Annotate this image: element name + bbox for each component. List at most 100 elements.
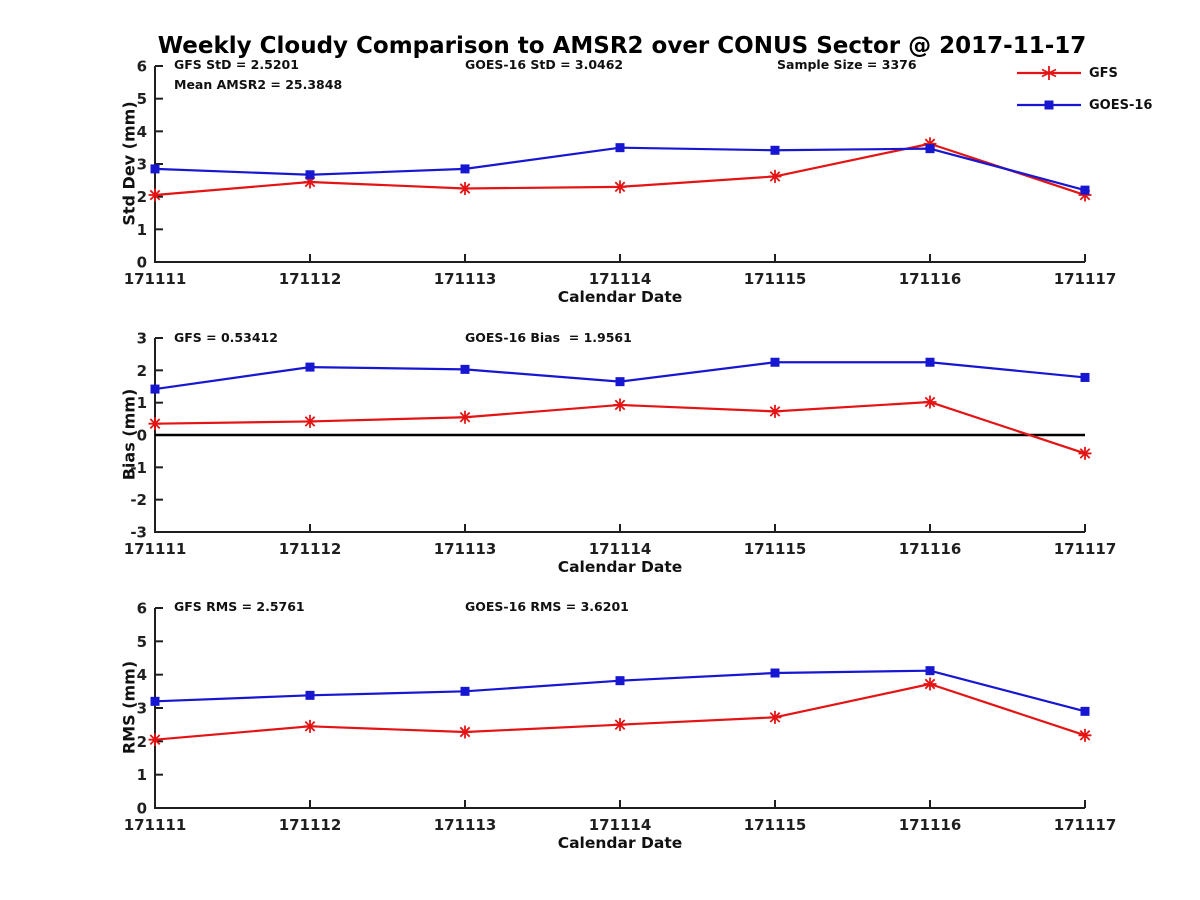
series-line-gfs bbox=[154, 682, 1086, 741]
x-tick-label: 171116 bbox=[899, 270, 962, 288]
subplot-1: -3 -2 -1 0 1 2 3 171111 171112 171113 171114 171115… bbox=[124, 330, 1117, 559]
asterisk-marker bbox=[303, 719, 317, 733]
x-tick-label: 171115 bbox=[744, 270, 807, 288]
y-tick-label: 3 bbox=[137, 330, 147, 348]
y-tick-label: 1 bbox=[137, 766, 147, 784]
square-marker bbox=[460, 686, 470, 696]
x-tick-label: 171111 bbox=[124, 816, 187, 834]
bias-annotation-gfs: GFS = 0.53412 bbox=[174, 330, 278, 345]
stddev-annotation-goes16: GOES-16 StD = 3.0462 bbox=[465, 57, 624, 72]
legend-item-gfs: GFS bbox=[1016, 64, 1152, 82]
y-tick-label: 4 bbox=[137, 123, 147, 141]
x-tick-label: 171112 bbox=[279, 270, 342, 288]
square-marker bbox=[305, 690, 315, 700]
asterisk-marker bbox=[458, 410, 472, 424]
square-marker bbox=[1080, 706, 1090, 716]
rms-annotation-goes16: GOES-16 RMS = 3.6201 bbox=[465, 599, 629, 614]
x-tick-label: 171111 bbox=[124, 270, 187, 288]
x-tick-label: 171113 bbox=[434, 540, 497, 558]
x-tick-label: 171115 bbox=[744, 816, 807, 834]
stddev-annotation-mean-amsr2: Mean AMSR2 = 25.3848 bbox=[174, 77, 343, 92]
square-marker bbox=[460, 164, 470, 174]
x-tick-label: 171112 bbox=[279, 540, 342, 558]
x-tick-label: 171111 bbox=[124, 540, 187, 558]
y-tick-label: -3 bbox=[130, 524, 147, 542]
x-tick-label: 171117 bbox=[1054, 270, 1117, 288]
square-marker bbox=[770, 145, 780, 155]
stddev-annotation-sample-size: Sample Size = 3376 bbox=[777, 57, 917, 72]
y-tick-label: 3 bbox=[137, 700, 147, 718]
asterisk-marker bbox=[148, 417, 162, 431]
bias-annotation-goes16: GOES-16 Bias = 1.9561 bbox=[465, 330, 632, 345]
y-tick-label: 1 bbox=[137, 221, 147, 239]
square-marker bbox=[615, 377, 625, 387]
x-tick-label: 171117 bbox=[1054, 540, 1117, 558]
rms-annotation-gfs: GFS RMS = 2.5761 bbox=[174, 599, 305, 614]
square-marker bbox=[150, 164, 160, 174]
legend: GFS GOES-16 bbox=[1016, 64, 1152, 128]
x-tick-label: 171116 bbox=[899, 816, 962, 834]
x-tick-label: 171114 bbox=[589, 816, 652, 834]
stddev-x-axis-label: Calendar Date bbox=[557, 288, 683, 306]
asterisk-marker bbox=[303, 175, 317, 189]
y-tick-label: 5 bbox=[137, 90, 147, 108]
square-marker bbox=[150, 696, 160, 706]
asterisk-marker bbox=[148, 188, 162, 202]
bias-y-axis-label: Bias (mm) bbox=[119, 388, 139, 481]
asterisk-marker bbox=[1078, 446, 1092, 460]
y-tick-label: 0 bbox=[137, 254, 147, 272]
square-marker bbox=[615, 676, 625, 686]
square-marker bbox=[615, 143, 625, 153]
asterisk-marker bbox=[613, 718, 627, 732]
asterisk-marker bbox=[923, 395, 937, 409]
square-marker bbox=[770, 668, 780, 678]
asterisk-marker bbox=[613, 398, 627, 412]
square-marker bbox=[925, 666, 935, 676]
y-tick-label: 2 bbox=[137, 362, 147, 380]
y-tick-label: 3 bbox=[137, 156, 147, 174]
y-tick-label: 5 bbox=[137, 633, 147, 651]
bias-x-axis-label: Calendar Date bbox=[557, 558, 683, 576]
square-marker bbox=[150, 384, 160, 394]
stddev-y-axis-label: Std Dev (mm) bbox=[119, 101, 139, 226]
x-tick-label: 171114 bbox=[589, 540, 652, 558]
asterisk-marker bbox=[923, 677, 937, 691]
legend-item-goes16: GOES-16 bbox=[1016, 96, 1152, 114]
stddev-annotation-gfs: GFS StD = 2.5201 bbox=[174, 57, 299, 72]
x-tick-label: 171115 bbox=[744, 540, 807, 558]
legend-label-goes16: GOES-16 bbox=[1089, 97, 1153, 113]
y-tick-label: 1 bbox=[137, 394, 147, 412]
subplot-2: 0 1 2 3 4 5 6 171111 171112 171113 171114 171115 171… bbox=[124, 600, 1117, 835]
asterisk-marker bbox=[148, 733, 162, 747]
square-marker bbox=[460, 364, 470, 374]
x-tick-label: 171112 bbox=[279, 816, 342, 834]
x-tick-label: 171116 bbox=[899, 540, 962, 558]
subplot-0: 0 1 2 3 4 5 6 171111 171112 171113 171114 171115 171… bbox=[124, 58, 1117, 289]
axis-spines bbox=[154, 608, 1085, 809]
asterisk-marker bbox=[923, 137, 937, 151]
square-marker bbox=[305, 170, 315, 180]
y-tick-label: 2 bbox=[137, 733, 147, 751]
square-marker bbox=[925, 357, 935, 367]
y-tick-label: 6 bbox=[137, 600, 147, 618]
asterisk-marker bbox=[1078, 728, 1092, 742]
x-tick-label: 171114 bbox=[589, 270, 652, 288]
y-tick-label: 2 bbox=[137, 188, 147, 206]
square-marker bbox=[770, 357, 780, 367]
gfs-asterisk-icon bbox=[1017, 66, 1081, 80]
square-marker bbox=[1080, 185, 1090, 195]
y-tick-label: 4 bbox=[137, 666, 147, 684]
y-tick-label: 0 bbox=[137, 800, 147, 818]
asterisk-marker bbox=[768, 169, 782, 183]
goes16-square-icon bbox=[1017, 100, 1081, 110]
x-tick-label: 171113 bbox=[434, 816, 497, 834]
asterisk-marker bbox=[768, 404, 782, 418]
axis-spines bbox=[154, 66, 1085, 263]
rms-y-axis-label: RMS (mm) bbox=[119, 660, 139, 755]
x-tick-label: 171113 bbox=[434, 270, 497, 288]
legend-label-gfs: GFS bbox=[1089, 65, 1118, 81]
asterisk-marker bbox=[458, 725, 472, 739]
asterisk-marker bbox=[303, 414, 317, 428]
asterisk-marker bbox=[1078, 188, 1092, 202]
